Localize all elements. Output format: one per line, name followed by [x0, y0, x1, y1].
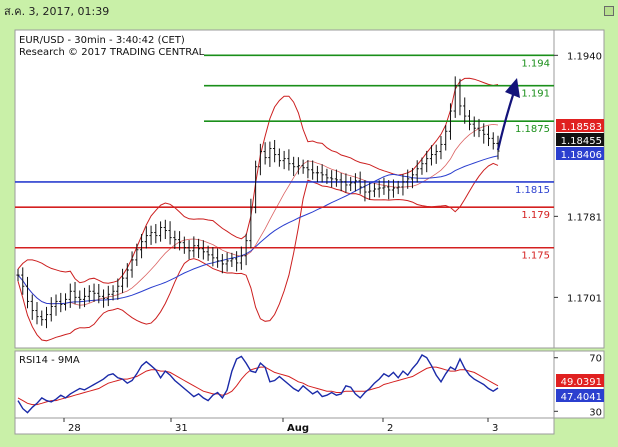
price-tag	[556, 119, 604, 132]
ma-line	[17, 155, 499, 305]
time-tick-label: 3	[492, 423, 498, 434]
rsi-label: RSI14 - 9MA	[19, 355, 80, 366]
upper-band	[17, 77, 499, 284]
rsi-tag-label: 49.0391	[561, 377, 602, 388]
window-control-icon[interactable]	[604, 6, 614, 16]
level-label: 1.179	[521, 210, 550, 221]
chart-title: EUR/USD - 30min - 3:40:42 (CET)	[19, 35, 185, 46]
arrow-head	[505, 78, 520, 98]
candlesticks	[16, 76, 500, 329]
level-label: 1.1815	[515, 185, 550, 196]
time-tick-label: 31	[175, 423, 188, 434]
rsi-tag	[556, 389, 604, 402]
level-label: 1.194	[521, 58, 550, 69]
time-ticks: 28 31 Aug 2 3	[63, 418, 498, 434]
level-label: 1.175	[521, 251, 550, 262]
time-tick-label: 2	[387, 423, 393, 434]
rsi-tick-label: 30	[589, 407, 602, 418]
rsi-tick-label: 70	[589, 354, 602, 365]
report-timestamp: ส.ค. 3, 2017, 01:39	[4, 5, 110, 18]
price-tick-label: 1.1940	[567, 51, 602, 62]
price-tag	[556, 147, 604, 160]
price-ticks: 1.1940 1.1781 1.1701	[554, 51, 602, 304]
rsi-tag	[556, 374, 604, 387]
middle-band	[17, 123, 499, 306]
rsi-line	[17, 354, 499, 414]
price-axis	[553, 29, 605, 349]
support-resistance-levels: 1.194 1.191 1.1875 1.1815 1.179 1.175	[15, 54, 554, 262]
rsi-series: 70 30 49.0391 47.4041	[17, 354, 604, 418]
level-label: 1.1875	[515, 124, 550, 135]
price-tag-label: 1.18455	[561, 136, 602, 147]
rsi-tag-label: 47.4041	[561, 392, 602, 403]
price-tick-label: 1.1701	[567, 293, 602, 304]
time-tick-label: Aug	[287, 423, 309, 434]
time-tick-label: 28	[68, 423, 81, 434]
price-tag-label: 1.18406	[561, 150, 602, 161]
price-tags: 1.18583 1.18455 1.18406	[556, 119, 604, 161]
lower-band	[17, 162, 499, 342]
bollinger-bands	[17, 77, 499, 342]
arrow-shaft	[496, 94, 515, 151]
chart-subtitle: Research © 2017 TRADING CENTRAL	[19, 47, 205, 58]
price-tick-label: 1.1781	[567, 212, 602, 223]
moving-average-line	[17, 155, 499, 305]
forecast-arrow	[496, 78, 520, 151]
level-label: 1.191	[521, 89, 550, 100]
price-tag	[556, 133, 604, 146]
rsi-panel	[14, 350, 555, 419]
time-axis	[14, 417, 555, 435]
price-tag-label: 1.18583	[561, 122, 602, 133]
price-panel	[14, 29, 555, 349]
